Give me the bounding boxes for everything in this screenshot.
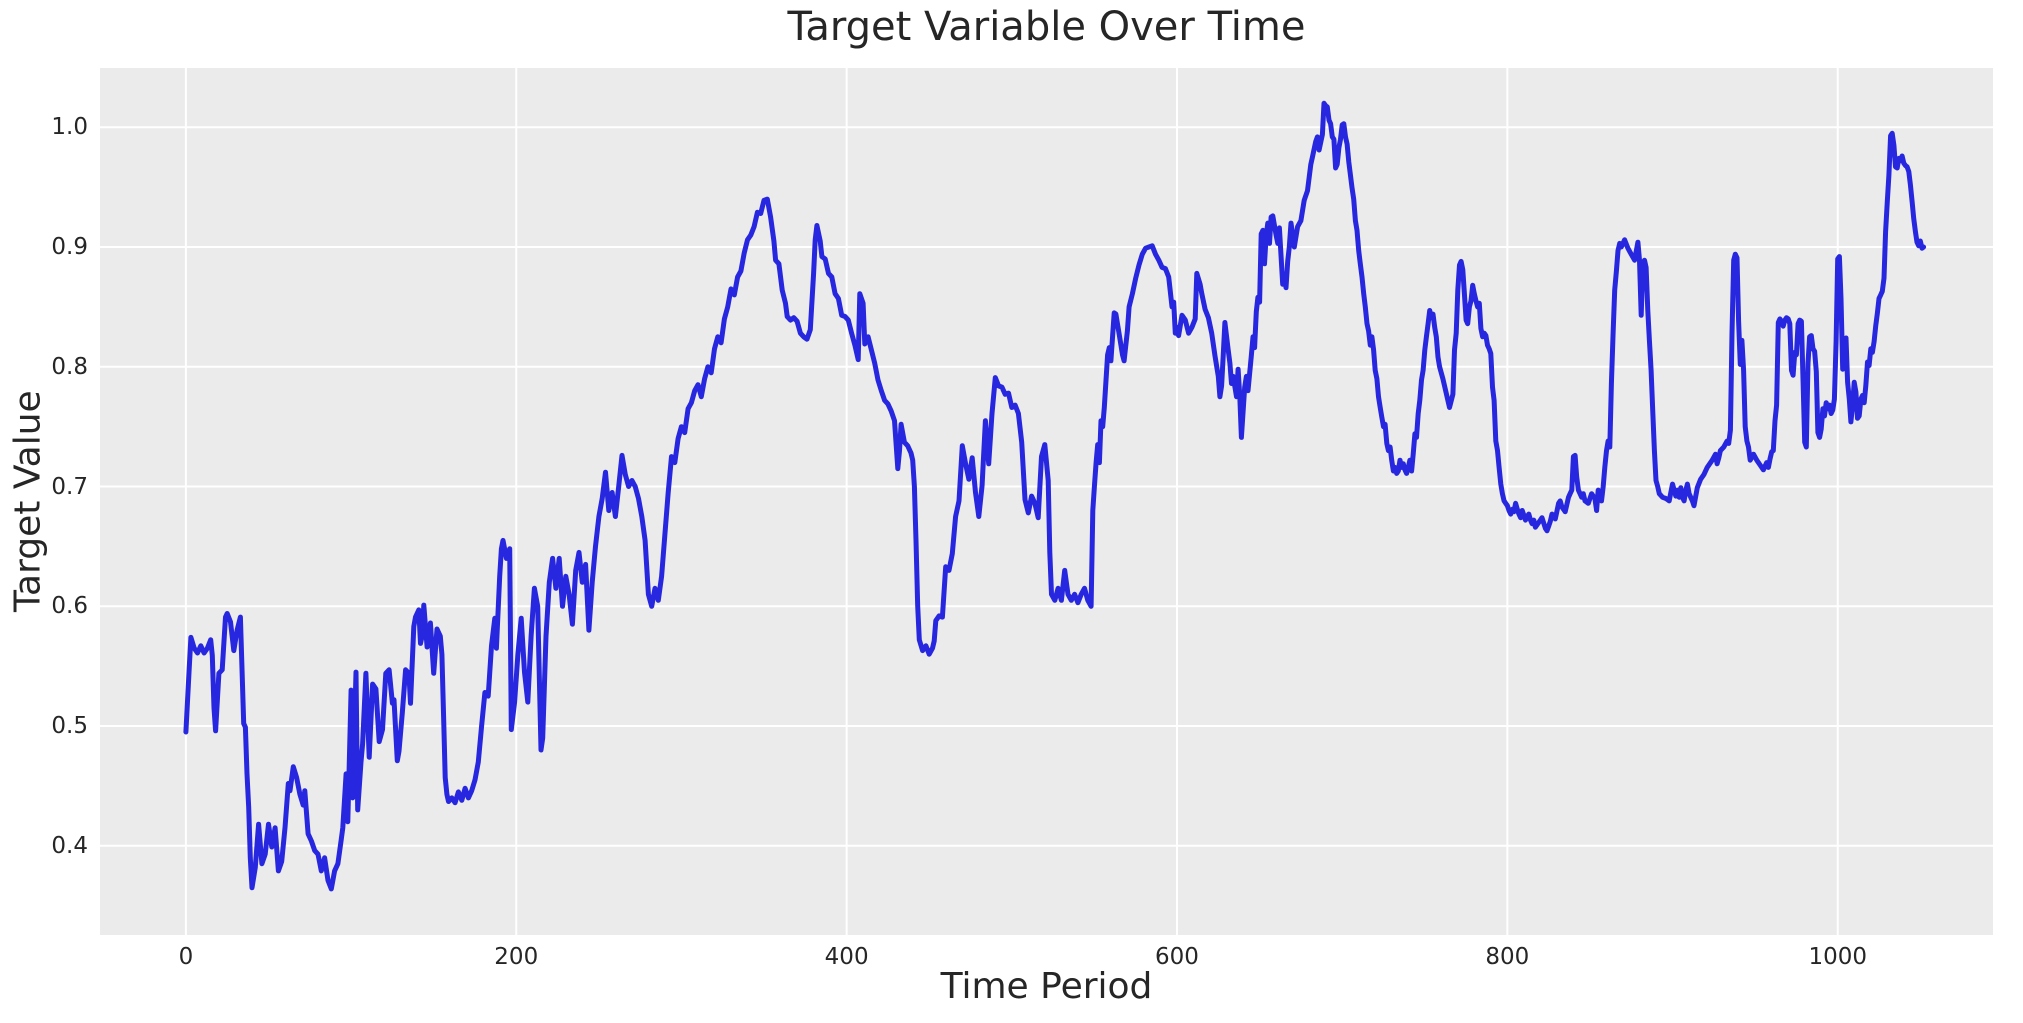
line-chart-canvas: [100, 68, 1993, 935]
x-axis-label: Time Period: [940, 966, 1153, 1007]
series-line-target: [183, 100, 1927, 892]
plot-area: [100, 68, 1993, 935]
x-tick-label: 400: [824, 944, 869, 970]
y-axis-label: Target Value: [7, 390, 49, 613]
y-tick-label: 0.6: [51, 593, 88, 620]
y-tick-label: 1.0: [51, 114, 88, 141]
y-tick-label: 0.4: [51, 832, 88, 859]
x-tick-label: 800: [1485, 944, 1530, 970]
x-tick-label: 200: [494, 944, 539, 970]
y-tick-label: 0.7: [51, 473, 88, 500]
y-tick-label: 0.8: [51, 353, 88, 380]
y-tick-label: 0.9: [51, 234, 88, 261]
y-tick-label: 0.5: [51, 713, 88, 740]
x-tick-label: 600: [1155, 944, 1199, 970]
x-tick-label: 0: [178, 944, 194, 970]
x-tick-label: 1000: [1808, 944, 1867, 970]
chart-title: Target Variable Over Time: [787, 4, 1306, 50]
